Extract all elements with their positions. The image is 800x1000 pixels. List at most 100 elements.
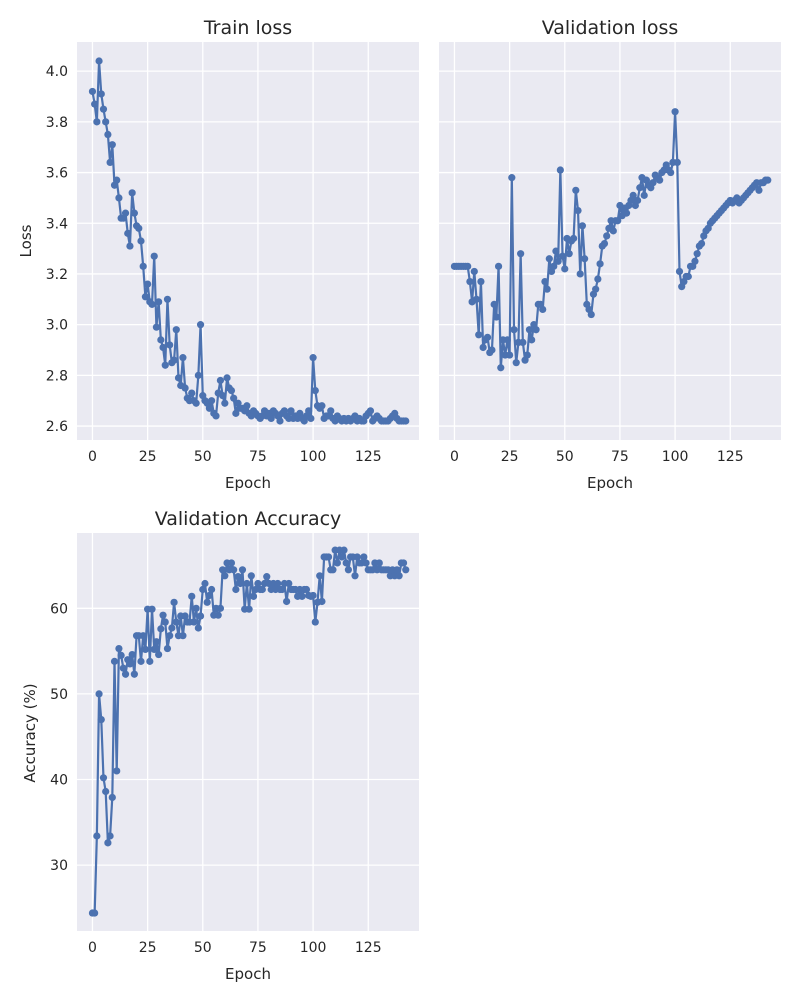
- x-tick-label: 0: [88, 449, 97, 465]
- data-point: [472, 295, 481, 303]
- data-point: [97, 715, 105, 724]
- data-point: [192, 604, 200, 612]
- data-point: [298, 592, 306, 600]
- data-point: [95, 690, 103, 698]
- data-point: [194, 624, 202, 632]
- data-point: [148, 605, 156, 613]
- data-point: [207, 585, 216, 594]
- data-point: [99, 105, 108, 113]
- data-point: [318, 402, 326, 410]
- data-point: [483, 333, 492, 341]
- data-point: [93, 832, 101, 840]
- data-point: [166, 341, 174, 349]
- y-tick-label: 2.8: [46, 368, 68, 384]
- x-tick-label: 100: [662, 449, 689, 465]
- x-tick-label: 25: [501, 449, 519, 465]
- data-point: [667, 168, 675, 177]
- x-axis-label-validation-loss: Epoch: [587, 474, 633, 492]
- data-point: [541, 277, 549, 286]
- data-point: [181, 612, 189, 620]
- data-point: [227, 559, 236, 567]
- data-point: [254, 579, 262, 588]
- data-point: [106, 158, 114, 167]
- data-point: [594, 275, 602, 283]
- data-point: [309, 354, 317, 362]
- data-point: [503, 336, 511, 344]
- y-tick-label: 30: [50, 858, 68, 874]
- data-point: [126, 242, 134, 250]
- data-point: [245, 605, 253, 613]
- data-point: [578, 222, 587, 230]
- data-point: [126, 660, 134, 668]
- x-axis-label-validation-accuracy: Epoch: [225, 965, 271, 983]
- data-point: [163, 295, 172, 303]
- data-point: [581, 255, 589, 263]
- data-point: [99, 774, 108, 782]
- series-validation-accuracy: [88, 546, 410, 917]
- data-point: [558, 252, 567, 260]
- data-point: [600, 239, 609, 248]
- data-point: [596, 260, 604, 268]
- data-point: [152, 323, 161, 331]
- data-point: [115, 194, 123, 202]
- x-tick-label: 0: [450, 449, 459, 465]
- data-point: [130, 670, 138, 678]
- data-point: [196, 612, 205, 620]
- data-point: [170, 598, 178, 606]
- y-axis-label-validation-accuracy: Accuracy (%): [21, 683, 39, 782]
- data-point: [139, 262, 147, 270]
- data-point: [693, 250, 701, 258]
- data-point: [207, 397, 216, 405]
- data-point: [115, 644, 123, 653]
- chart-title-validation-accuracy: Validation Accuracy: [155, 508, 342, 530]
- data-point: [466, 277, 474, 286]
- data-point: [506, 351, 514, 359]
- data-point: [137, 237, 145, 245]
- data-point: [249, 592, 258, 600]
- data-point: [636, 184, 644, 192]
- grid-validation-loss: [439, 42, 781, 440]
- data-point: [523, 351, 531, 359]
- data-point: [139, 632, 147, 640]
- data-point: [190, 618, 198, 626]
- data-point: [88, 87, 97, 96]
- data-point: [163, 644, 172, 653]
- data-point: [633, 196, 642, 205]
- data-point: [342, 559, 350, 567]
- data-point: [402, 417, 410, 425]
- data-point: [124, 229, 132, 237]
- data-point: [247, 572, 255, 580]
- x-tick-label: 0: [88, 940, 97, 956]
- data-point: [375, 559, 383, 567]
- data-point: [91, 909, 99, 917]
- data-point: [117, 651, 125, 660]
- data-point: [216, 376, 225, 385]
- data-point: [539, 305, 547, 314]
- data-point: [108, 793, 116, 802]
- data-point: [519, 338, 527, 346]
- data-point: [110, 657, 119, 665]
- y-tick-label: 4.0: [46, 64, 68, 80]
- data-point: [554, 257, 562, 265]
- grid-train-loss: [77, 42, 419, 440]
- data-point: [181, 384, 189, 392]
- data-point: [267, 414, 275, 423]
- data-point: [135, 224, 143, 232]
- data-point: [764, 176, 772, 184]
- x-tick-label: 100: [300, 449, 327, 465]
- x-tick-label: 75: [611, 449, 629, 465]
- data-point: [221, 399, 229, 407]
- x-tick-label: 50: [194, 940, 212, 956]
- data-point: [159, 343, 167, 352]
- data-point: [159, 611, 167, 619]
- data-point: [556, 166, 564, 174]
- data-point: [492, 313, 500, 321]
- panel-validation-loss: 0 25 50 75 100 125 Validation loss Epoch: [439, 17, 781, 492]
- data-point: [309, 591, 317, 600]
- x-tick-label: 100: [300, 940, 327, 956]
- data-point: [755, 186, 763, 194]
- data-point: [150, 645, 158, 654]
- data-point: [179, 354, 187, 362]
- x-tick-label: 50: [194, 449, 212, 465]
- data-point: [517, 250, 525, 258]
